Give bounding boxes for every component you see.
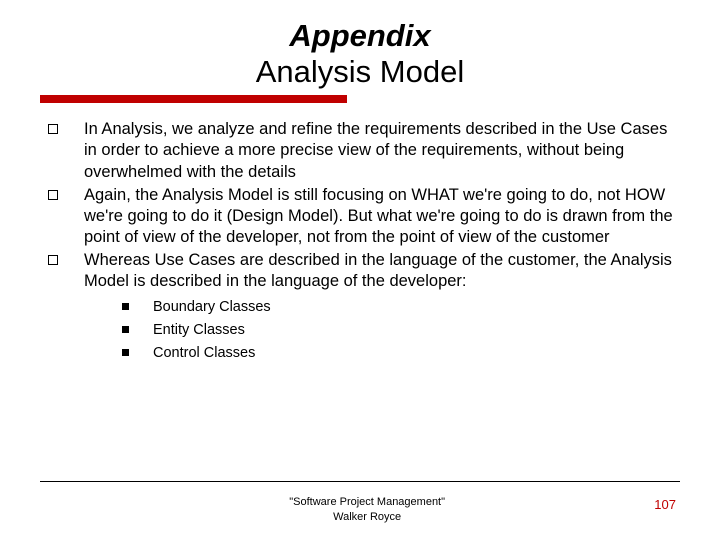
title-line2: Analysis Model <box>40 54 680 90</box>
sub-bullet-text: Control Classes <box>153 344 255 363</box>
bullet-item: In Analysis, we analyze and refine the r… <box>48 119 680 182</box>
accent-bar <box>40 95 347 103</box>
sub-bullet-text: Entity Classes <box>153 321 245 340</box>
bullet-text: Whereas Use Cases are described in the l… <box>84 250 680 292</box>
square-bullet-icon <box>48 124 58 134</box>
filled-square-bullet-icon <box>122 349 129 356</box>
sub-bullet-item: Entity Classes <box>122 321 680 340</box>
title-line1: Appendix <box>40 18 680 54</box>
square-bullet-icon <box>48 190 58 200</box>
slide: Appendix Analysis Model In Analysis, we … <box>0 0 720 540</box>
sub-bullet-item: Control Classes <box>122 344 680 363</box>
footer-source-line2: Walker Royce <box>80 510 654 524</box>
bullet-text: In Analysis, we analyze and refine the r… <box>84 119 680 182</box>
sub-bullet-list: Boundary Classes Entity Classes Control … <box>122 298 680 363</box>
filled-square-bullet-icon <box>122 303 129 310</box>
square-bullet-icon <box>48 255 58 265</box>
title-block: Appendix Analysis Model <box>40 18 680 89</box>
sub-bullet-text: Boundary Classes <box>153 298 271 317</box>
footer-source-line1: "Software Project Management" <box>80 495 654 509</box>
footer: "Software Project Management" Walker Roy… <box>40 495 680 524</box>
footer-center: "Software Project Management" Walker Roy… <box>80 495 654 524</box>
filled-square-bullet-icon <box>122 326 129 333</box>
page-number: 107 <box>654 495 680 512</box>
sub-bullet-item: Boundary Classes <box>122 298 680 317</box>
bullet-text: Again, the Analysis Model is still focus… <box>84 185 680 248</box>
content-area: In Analysis, we analyze and refine the r… <box>40 119 680 362</box>
bullet-item: Again, the Analysis Model is still focus… <box>48 185 680 248</box>
bullet-item: Whereas Use Cases are described in the l… <box>48 250 680 292</box>
footer-divider <box>40 481 680 482</box>
